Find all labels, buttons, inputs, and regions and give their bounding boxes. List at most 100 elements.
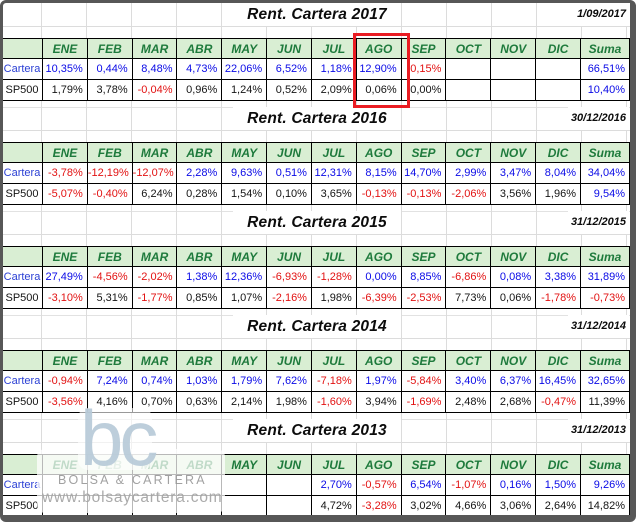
month-header-cell[interactable]: ENE	[42, 350, 88, 371]
month-header-cell[interactable]: MAR	[131, 142, 178, 163]
month-header-cell[interactable]: DIC	[535, 350, 581, 371]
month-header-cell[interactable]: DIC	[535, 38, 581, 59]
month-header-cell[interactable]: AGO	[355, 142, 402, 163]
month-header-cell[interactable]: JUL	[310, 454, 357, 475]
block-title[interactable]: Rent. Cartera 2015	[233, 211, 401, 234]
month-header-cell[interactable]: JUL	[310, 350, 357, 371]
block-date[interactable]: 31/12/2013	[567, 419, 629, 442]
value-cell[interactable]: 32,65%	[580, 370, 630, 392]
value-cell[interactable]: 12,31%	[310, 162, 357, 184]
value-cell[interactable]: -0,13%	[355, 183, 402, 205]
value-cell[interactable]: 3,65%	[310, 183, 357, 205]
value-cell[interactable]: -1,78%	[535, 287, 581, 309]
value-cell[interactable]	[445, 79, 492, 101]
month-header-cell[interactable]: ENE	[42, 142, 88, 163]
month-header-cell[interactable]: AGO	[355, 246, 402, 267]
value-cell[interactable]: 4,66%	[445, 495, 492, 517]
value-cell[interactable]: 8,04%	[535, 162, 581, 184]
value-cell[interactable]: 2,68%	[490, 391, 537, 413]
value-cell[interactable]: 2,09%	[310, 79, 357, 101]
block-title[interactable]: Rent. Cartera 2016	[233, 107, 401, 130]
month-header-cell[interactable]: Suma	[580, 246, 630, 267]
value-cell[interactable]: -1,28%	[310, 266, 357, 288]
value-cell[interactable]: -0,94%	[42, 370, 88, 392]
month-header-cell[interactable]: DIC	[535, 142, 581, 163]
value-cell[interactable]: 7,73%	[445, 287, 492, 309]
month-header-cell[interactable]: MAR	[131, 246, 178, 267]
month-header-cell[interactable]	[1, 38, 43, 59]
value-cell[interactable]: 0,85%	[176, 287, 223, 309]
value-cell[interactable]	[176, 495, 223, 517]
value-cell[interactable]: 6,54%	[400, 474, 447, 496]
value-cell[interactable]: 10,40%	[580, 79, 630, 101]
value-cell[interactable]: 9,26%	[580, 474, 630, 496]
month-header-cell[interactable]: AGO	[355, 350, 402, 371]
value-cell[interactable]: -2,53%	[400, 287, 447, 309]
value-cell[interactable]: 3,94%	[355, 391, 402, 413]
value-cell[interactable]: 3,02%	[400, 495, 447, 517]
month-header-cell[interactable]: MAY	[221, 350, 268, 371]
month-header-cell[interactable]: MAR	[131, 38, 178, 59]
month-header-cell[interactable]: FEB	[86, 142, 133, 163]
value-cell[interactable]: -0,47%	[535, 391, 581, 413]
month-header-cell[interactable]: Suma	[580, 350, 630, 371]
value-cell[interactable]	[131, 495, 178, 517]
value-cell[interactable]: 6,37%	[490, 370, 537, 392]
value-cell[interactable]: -1,60%	[310, 391, 357, 413]
month-header-cell[interactable]: JUL	[310, 246, 357, 267]
value-cell[interactable]: 8,48%	[131, 58, 178, 80]
value-cell[interactable]: 1,96%	[535, 183, 581, 205]
value-cell[interactable]: 1,07%	[221, 287, 268, 309]
value-cell[interactable]: 4,72%	[310, 495, 357, 517]
month-header-cell[interactable]: MAR	[131, 350, 178, 371]
value-cell[interactable]: -2,02%	[131, 266, 178, 288]
month-header-cell[interactable]	[1, 142, 43, 163]
value-cell[interactable]: 3,78%	[86, 79, 133, 101]
value-cell[interactable]: -0,73%	[580, 287, 630, 309]
value-cell[interactable]: 14,82%	[580, 495, 630, 517]
value-cell[interactable]: 1,03%	[176, 370, 223, 392]
month-header-cell[interactable]: JUN	[266, 246, 312, 267]
month-header-cell[interactable]: AGO	[355, 454, 402, 475]
value-cell[interactable]	[445, 58, 492, 80]
value-cell[interactable]: Cartera	[1, 58, 43, 80]
value-cell[interactable]	[221, 474, 268, 496]
month-header-cell[interactable]: SEP	[400, 350, 447, 371]
value-cell[interactable]: 22,06%	[221, 58, 268, 80]
value-cell[interactable]: 1,50%	[535, 474, 581, 496]
month-header-cell[interactable]: AGO	[355, 38, 402, 59]
value-cell[interactable]: -3,10%	[42, 287, 88, 309]
month-header-cell[interactable]: ABR	[176, 454, 223, 475]
month-header-cell[interactable]: DIC	[535, 454, 581, 475]
value-cell[interactable]	[535, 58, 581, 80]
value-cell[interactable]: -5,07%	[42, 183, 88, 205]
block-title[interactable]: Rent. Cartera 2017	[233, 3, 401, 26]
block-title[interactable]: Rent. Cartera 2013	[233, 419, 401, 442]
value-cell[interactable]: SP500	[1, 495, 43, 517]
month-header-cell[interactable]: OCT	[445, 142, 492, 163]
value-cell[interactable]: 2,64%	[535, 495, 581, 517]
value-cell[interactable]: Cartera	[1, 266, 43, 288]
month-header-cell[interactable]: FEB	[86, 38, 133, 59]
value-cell[interactable]: 6,24%	[131, 183, 178, 205]
value-cell[interactable]: 0,63%	[176, 391, 223, 413]
value-cell[interactable]: 1,79%	[42, 79, 88, 101]
value-cell[interactable]: 7,62%	[266, 370, 312, 392]
value-cell[interactable]: 1,54%	[221, 183, 268, 205]
month-header-cell[interactable]: MAY	[221, 38, 268, 59]
value-cell[interactable]: -0,57%	[355, 474, 402, 496]
value-cell[interactable]: -6,86%	[445, 266, 492, 288]
month-header-cell[interactable]: SEP	[400, 142, 447, 163]
value-cell[interactable]: 3,38%	[535, 266, 581, 288]
value-cell[interactable]: 31,89%	[580, 266, 630, 288]
block-date[interactable]: 31/12/2015	[567, 211, 629, 234]
value-cell[interactable]: 11,39%	[580, 391, 630, 413]
value-cell[interactable]	[490, 79, 537, 101]
value-cell[interactable]: -4,56%	[86, 266, 133, 288]
month-header-cell[interactable]	[1, 350, 43, 371]
value-cell[interactable]: -3,78%	[42, 162, 88, 184]
block-title[interactable]: Rent. Cartera 2014	[233, 315, 401, 338]
month-header-cell[interactable]: Suma	[580, 38, 630, 59]
month-header-cell[interactable]: JUL	[310, 38, 357, 59]
month-header-cell[interactable]: MAR	[131, 454, 178, 475]
